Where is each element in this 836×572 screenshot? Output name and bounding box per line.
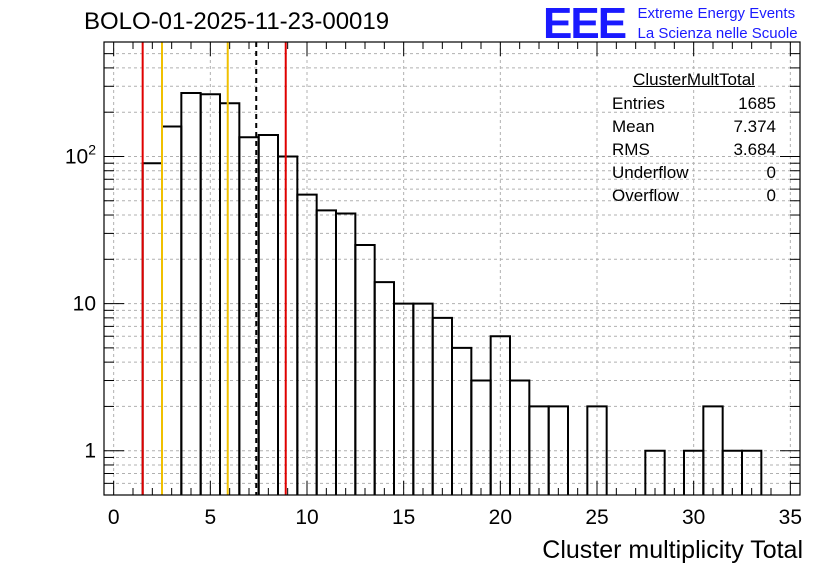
stats-box: ClusterMultTotal Entries 1685 Mean 7.374 RMS… — [612, 70, 776, 207]
histogram-bar — [741, 449, 763, 495]
histogram-bar — [219, 102, 241, 495]
stats-rows: Entries 1685 Mean 7.374 RMS 3.684 Underflow 0 Ov… — [612, 92, 776, 207]
eee-logo: EEE Extreme Energy Events La Scienza nel… — [543, 0, 798, 48]
stats-value: 7.374 — [733, 117, 776, 136]
histogram-bar — [373, 281, 395, 495]
stats-row: Mean 7.374 — [612, 115, 776, 138]
histogram-bar — [586, 405, 608, 495]
y-tick-label-base: 10 — [65, 145, 88, 168]
x-tick-label: 5 — [204, 506, 216, 529]
stats-label: Overflow — [612, 186, 680, 205]
stats-value: 3.684 — [733, 140, 776, 159]
y-tick-label-base: 1 — [84, 440, 96, 463]
eee-logo-text: Extreme Energy Events La Scienza nelle S… — [638, 4, 798, 44]
x-tick-label: 15 — [392, 506, 415, 529]
stats-label: RMS — [612, 140, 650, 159]
histogram-bar — [180, 92, 202, 495]
stats-title: ClusterMultTotal — [633, 70, 755, 89]
histogram-bar — [644, 449, 666, 495]
x-tick-label: 25 — [585, 506, 608, 529]
stats-row: Underflow 0 — [612, 161, 776, 184]
stats-value: 0 — [766, 163, 776, 182]
histogram-bar — [141, 162, 163, 495]
stats-row: Entries 1685 — [612, 92, 776, 115]
eee-logo-line2: La Scienza nelle Scuole — [637, 25, 798, 42]
histogram-bar — [335, 212, 357, 495]
stats-label: Mean — [612, 117, 655, 136]
y-tick-label-base: 10 — [73, 293, 96, 316]
histogram-bar — [509, 379, 531, 495]
stats-row: RMS 3.684 — [612, 138, 776, 161]
stats-value: 0 — [766, 186, 776, 205]
y-tick-label-exponent: 2 — [88, 141, 96, 157]
stats-row: Overflow 0 — [612, 184, 776, 207]
y-tick-label: 1 — [84, 440, 96, 463]
eee-logo-line1: Extreme Energy Events — [637, 5, 796, 22]
chart-title: BOLO-01-2025-11-23-00019 — [84, 8, 390, 35]
y-tick-label: 102 — [65, 141, 96, 168]
x-tick-label: 0 — [108, 506, 120, 529]
plot-frame — [103, 41, 801, 496]
stats-label: Entries — [612, 94, 665, 113]
axis-ticks — [104, 41, 800, 496]
x-tick-label: 20 — [489, 506, 512, 529]
x-tick-label: 10 — [295, 506, 318, 529]
histogram-bar — [412, 302, 434, 495]
x-tick-label: 35 — [779, 506, 802, 529]
histogram-bar — [470, 379, 492, 495]
histogram-bar — [547, 405, 569, 495]
y-tick-label: 10 — [73, 293, 96, 316]
histogram-bar — [277, 155, 299, 495]
stats-label: Underflow — [612, 163, 689, 182]
histogram-bar — [451, 346, 473, 495]
x-axis-label: Cluster multiplicity Total — [542, 536, 803, 564]
histogram-bar — [315, 209, 337, 495]
x-tick-label: 30 — [682, 506, 705, 529]
stats-value: 1685 — [738, 94, 776, 113]
eee-logo-mark: EEE — [543, 0, 627, 48]
marker-lines — [141, 42, 287, 495]
